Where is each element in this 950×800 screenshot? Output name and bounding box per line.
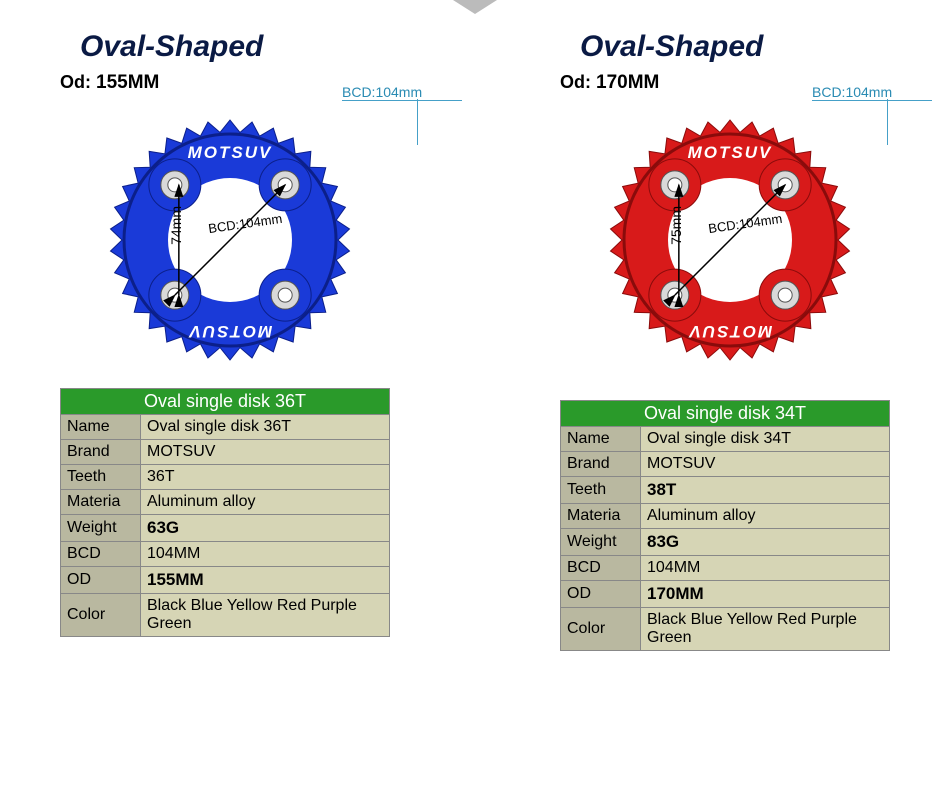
table-value: Black Blue Yellow Red Purple Green [641,608,890,651]
table-value: 104MM [141,542,390,567]
diagram-left: BCD:104mm MOTSUVMOTSUV BCD:104mm 74mm [60,98,480,378]
product-columns: Oval-Shaped Od: 155MM BCD:104mm MOTSUVMO… [0,0,950,651]
table-value: Oval single disk 34T [641,427,890,452]
table-key: Name [61,415,141,440]
title-left: Oval-Shaped [80,30,480,64]
table-value: Black Blue Yellow Red Purple Green [141,594,390,637]
top-arrow-decoration [453,0,497,14]
table-key: BCD [561,556,641,581]
table-value: 104MM [641,556,890,581]
table-row: Weight83G [561,529,890,556]
table-key: Color [61,594,141,637]
product-left: Oval-Shaped Od: 155MM BCD:104mm MOTSUVMO… [0,30,480,651]
spec-table-left: Oval single disk 36T NameOval single dis… [60,388,390,637]
table-value: MOTSUV [641,452,890,477]
bcd-callout-right: BCD:104mm [812,84,932,101]
od-value-left: 155MM [96,72,159,93]
table-row: NameOval single disk 34T [561,427,890,452]
table-key: OD [61,567,141,594]
table-value: MOTSUV [141,440,390,465]
table-key: Teeth [61,465,141,490]
table-row: Teeth38T [561,477,890,504]
table-row: ColorBlack Blue Yellow Red Purple Green [561,608,890,651]
table-key: Materia [61,490,141,515]
table-row: MateriaAluminum alloy [61,490,390,515]
table-row: MateriaAluminum alloy [561,504,890,529]
table-key: Teeth [561,477,641,504]
chainring-left: MOTSUV MOTSUV [100,110,360,370]
table-row: BCD104MM [61,542,390,567]
table-value: Aluminum alloy [641,504,890,529]
table-header-right: Oval single disk 34T [561,401,890,427]
table-value: 38T [641,477,890,504]
product-right: Oval-Shaped Od: 170MM BCD:104mm MOTSUVMO… [480,30,950,651]
vert-dim-left: 74mm [168,206,184,245]
table-row: Teeth36T [61,465,390,490]
table-value: 83G [641,529,890,556]
svg-text:MOTSUV: MOTSUV [688,322,773,341]
table-row: BrandMOTSUV [61,440,390,465]
table-value: Aluminum alloy [141,490,390,515]
chainring-right: MOTSUV MOTSUV [600,110,860,370]
table-key: Name [561,427,641,452]
table-value: 170MM [641,581,890,608]
bcd-callout-line-right [887,99,888,145]
table-value: 63G [141,515,390,542]
table-row: BrandMOTSUV [561,452,890,477]
spec-table-right: Oval single disk 34T NameOval single dis… [560,400,890,651]
table-value: Oval single disk 36T [141,415,390,440]
table-row: Weight63G [61,515,390,542]
table-row: NameOval single disk 36T [61,415,390,440]
od-label-right: Od: [560,72,591,92]
table-key: OD [561,581,641,608]
svg-text:MOTSUV: MOTSUV [188,322,273,341]
bcd-callout-left: BCD:104mm [342,84,462,101]
table-key: BCD [61,542,141,567]
table-row: ColorBlack Blue Yellow Red Purple Green [61,594,390,637]
vert-dim-right: 75mm [668,206,684,245]
table-key: Weight [61,515,141,542]
table-key: Brand [61,440,141,465]
table-header-left: Oval single disk 36T [61,389,390,415]
svg-text:MOTSUV: MOTSUV [188,143,273,162]
table-key: Color [561,608,641,651]
table-row: OD170MM [561,581,890,608]
table-value: 36T [141,465,390,490]
table-key: Brand [561,452,641,477]
title-right: Oval-Shaped [580,30,950,64]
table-key: Materia [561,504,641,529]
table-row: BCD104MM [561,556,890,581]
table-key: Weight [561,529,641,556]
table-value: 155MM [141,567,390,594]
svg-text:MOTSUV: MOTSUV [688,143,773,162]
od-label-left: Od: [60,72,91,92]
diagram-right: BCD:104mm MOTSUVMOTSUV BCD:104mm 75mm [560,98,950,378]
od-value-right: 170MM [596,72,659,93]
table-row: OD155MM [61,567,390,594]
bcd-callout-line-left [417,99,418,145]
